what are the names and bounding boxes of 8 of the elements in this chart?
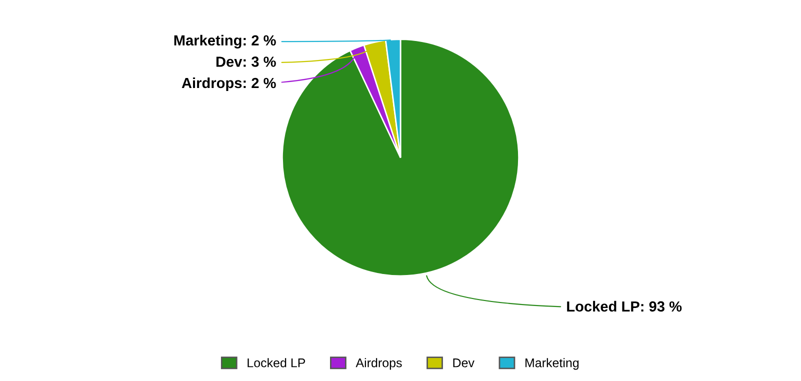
legend-label: Locked LP [248, 358, 306, 368]
legend-label: Dev [453, 358, 474, 368]
data-label: Locked LP: 93 % [567, 300, 682, 312]
data-label: Dev: 3 % [216, 56, 276, 67]
legend-label: Marketing [526, 358, 579, 370]
data-label: Airdrops: 2 % [182, 77, 276, 92]
data-label: Marketing: 2 % [174, 34, 276, 48]
legend-label: Airdrops [356, 358, 402, 370]
